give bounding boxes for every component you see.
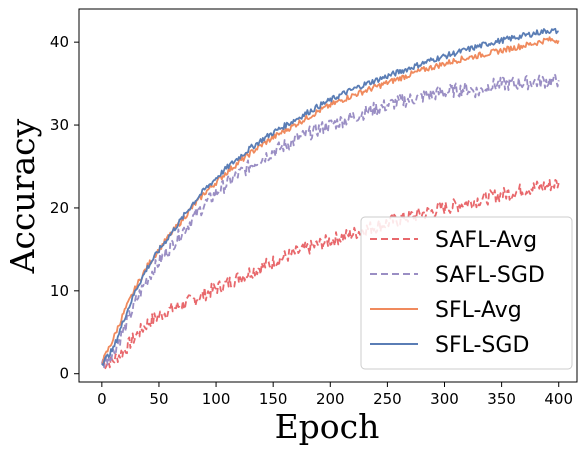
x-axis-title: Epoch (275, 407, 380, 446)
x-tick-label: 400 (544, 390, 573, 408)
x-tick-label: 100 (202, 390, 231, 408)
legend-label: SFL-SGD (435, 333, 529, 358)
y-tick-label: 20 (50, 199, 69, 217)
x-tick-label: 200 (316, 390, 345, 408)
series-layer (100, 27, 560, 370)
legend-label: SFL-Avg (435, 298, 522, 323)
series-line-safl-sgd (100, 73, 560, 369)
x-tick-label: 50 (149, 390, 168, 408)
x-axis: 0 50 100 150 200 250 300 350 400 (97, 382, 573, 408)
x-tick-label: 0 (97, 390, 107, 408)
x-tick-label: 350 (487, 390, 516, 408)
y-axis: 0 10 20 30 40 (50, 33, 79, 383)
x-tick-label: 250 (373, 390, 402, 408)
legend-box (360, 216, 573, 370)
x-tick-label: 150 (259, 390, 288, 408)
plot-frame (78, 8, 578, 383)
y-axis-title: Accuracy (3, 118, 42, 274)
y-tick-label: 40 (50, 33, 69, 51)
legend-label: SAFL-SGD (435, 263, 545, 288)
y-tick-label: 0 (59, 365, 69, 383)
series-line-safl-avg (101, 179, 560, 370)
series-line-sfl-sgd (101, 27, 559, 366)
legend: SAFL-Avg SAFL-SGD SFL-Avg SFL-SGD (360, 216, 573, 370)
y-tick-label: 30 (50, 116, 69, 134)
y-tick-label: 10 (50, 282, 69, 300)
legend-label: SAFL-Avg (435, 228, 537, 253)
x-tick-label: 300 (430, 390, 459, 408)
